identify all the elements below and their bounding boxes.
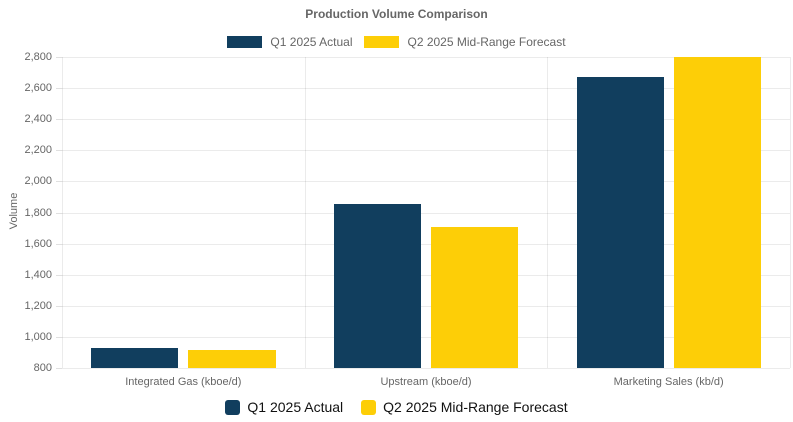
x-axis-label-0: Integrated Gas (kboe/d) [125, 376, 242, 388]
y-axis-tick [56, 243, 62, 245]
gridline [62, 119, 790, 121]
y-axis-tick [56, 150, 62, 152]
y-axis-tick [56, 212, 62, 214]
legend-swatch [227, 36, 263, 48]
y-axis-tick [56, 336, 62, 338]
chart-title: Production Volume Comparison [305, 7, 488, 21]
category-separator [304, 57, 306, 368]
bar-series0-cat1[interactable] [333, 203, 422, 368]
bar-series1-cat0[interactable] [188, 350, 276, 368]
y-tick-label: 800 [33, 362, 52, 374]
y-tick-label: 2,000 [24, 175, 52, 188]
y-tick-label: 2,200 [24, 144, 52, 157]
gridline [62, 243, 790, 245]
legend-label: Q2 2025 Mid-Range Forecast [383, 399, 568, 415]
y-axis-tick [56, 305, 62, 307]
y-axis-tick [56, 57, 62, 58]
y-axis-tick [56, 368, 62, 369]
plot-right-border [790, 57, 791, 368]
gridline [62, 212, 790, 214]
legend-top: Q1 2025 Actual Q2 2025 Mid-Range Forecast [0, 35, 793, 49]
y-tick-label: 2,600 [24, 82, 52, 95]
gridline [62, 305, 790, 307]
bar-series1-cat2[interactable] [673, 57, 761, 368]
y-tick-label: 1,800 [24, 206, 52, 219]
legend-item-series0[interactable]: Q1 2025 Actual [227, 35, 352, 49]
legend-bottom: Q1 2025 Actual Q2 2025 Mid-Range Forecast [0, 398, 793, 416]
gridline [62, 57, 790, 58]
x-axis-label-2: Marketing Sales (kb/d) [613, 376, 724, 388]
legend-label: Q1 2025 Actual [247, 399, 344, 415]
x-axis-line [62, 368, 790, 369]
y-tick-label: 1,000 [24, 330, 52, 343]
category-separator [547, 57, 549, 368]
legend-swatch [225, 399, 241, 415]
y-axis-tick [56, 181, 62, 183]
y-tick-label: 2,800 [24, 51, 52, 63]
bar-series0-cat2[interactable] [576, 76, 664, 368]
bar-series1-cat1[interactable] [430, 226, 519, 368]
legend-item-series1[interactable]: Q2 2025 Mid-Range Forecast [361, 399, 568, 415]
gridline [62, 336, 790, 338]
y-axis-tick [56, 274, 62, 276]
gridline [62, 88, 790, 90]
y-axis-tick [56, 119, 62, 121]
legend-item-series0[interactable]: Q1 2025 Actual [225, 399, 343, 415]
y-tick-label: 2,400 [24, 113, 52, 126]
gridline [62, 274, 790, 276]
gridline [62, 181, 790, 183]
legend-item-series1[interactable]: Q2 2025 Mid-Range Forecast [364, 35, 566, 49]
y-axis-line [62, 57, 63, 368]
legend-label: Q1 2025 Actual [270, 35, 353, 49]
legend-swatch [364, 36, 400, 48]
y-tick-label: 1,400 [24, 268, 52, 281]
y-axis-tick [56, 88, 62, 90]
y-tick-label: 1,200 [24, 299, 52, 312]
y-tick-label: 1,600 [24, 237, 52, 250]
legend-label: Q2 2025 Mid-Range Forecast [407, 35, 566, 49]
bar-series0-cat0[interactable] [91, 348, 179, 368]
x-axis-label-1: Upstream (kboe/d) [380, 376, 472, 388]
gridline [62, 150, 790, 152]
legend-swatch [361, 399, 377, 415]
